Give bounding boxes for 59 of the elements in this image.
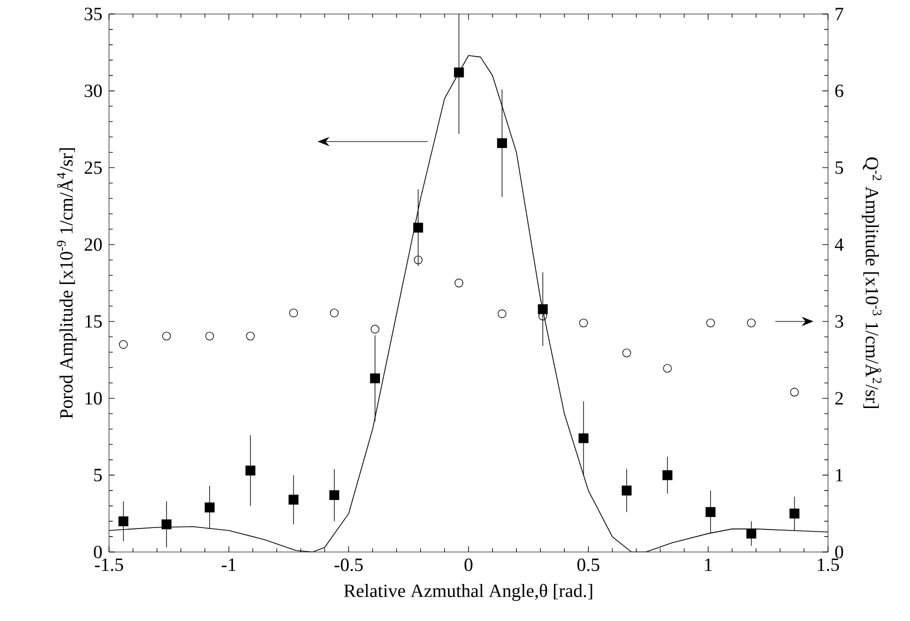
- point: [497, 138, 507, 148]
- point: [205, 332, 214, 340]
- point: [288, 494, 298, 505]
- y-axis-title: Porod Amplitude [x10$^{-9}$ 1/cm/Å$^{4}$/sr]: [56, 148, 76, 419]
- point: [413, 222, 424, 233]
- x-tick-label: 1: [705, 558, 712, 571]
- x-axis-title: Relative Azmuthal Angle,θ [rad.]: [344, 584, 592, 601]
- point: [663, 364, 672, 373]
- point: [454, 278, 464, 288]
- y-tick-label: 25: [84, 161, 102, 174]
- y2-tick-label: 6: [835, 84, 844, 98]
- y2-tick-label: 4: [834, 238, 844, 251]
- point: [204, 502, 215, 512]
- point: [118, 516, 128, 526]
- point: [370, 373, 380, 384]
- x-tick-label: -1.5: [94, 558, 124, 572]
- x-tick-label: 0: [464, 558, 472, 572]
- y2-tick-label: 7: [836, 8, 844, 20]
- y-tick-label: 10: [85, 392, 102, 405]
- y-tick-label: 0: [94, 546, 102, 558]
- point: [790, 388, 799, 396]
- point: [289, 308, 298, 318]
- point: [746, 528, 756, 538]
- point: [662, 470, 672, 480]
- point: [414, 256, 423, 264]
- x-tick-label: 0.5: [577, 558, 600, 572]
- y-tick-label: 5: [94, 468, 102, 482]
- point: [454, 67, 464, 78]
- point: [578, 433, 588, 444]
- y2-axis-title: Q$^{-2}$ Amplitude [x10$^{-3}$ 1/cm/Å$^{2}$/sr]: [862, 157, 882, 408]
- x-tick-label: -1: [222, 558, 236, 571]
- y2-tick-label: 1: [836, 468, 843, 482]
- point: [370, 324, 380, 334]
- y2-tick-label: 2: [835, 392, 843, 404]
- point: [538, 304, 548, 314]
- y2-tick-label: 3: [835, 315, 844, 328]
- y2-tick-label: 5: [836, 162, 844, 174]
- point: [162, 519, 172, 530]
- y-tick-label: 35: [84, 8, 102, 20]
- point: [246, 332, 255, 340]
- point: [579, 318, 588, 328]
- y-tick-label: 20: [84, 238, 102, 251]
- point: [330, 308, 339, 318]
- point: [706, 507, 716, 517]
- point: [498, 309, 506, 318]
- point: [622, 348, 632, 358]
- point: [119, 340, 128, 349]
- point: [622, 486, 632, 496]
- y-tick-label: 30: [84, 84, 102, 98]
- point: [746, 318, 756, 328]
- x-tick-label: -0.5: [334, 558, 363, 572]
- point: [790, 508, 800, 519]
- y2-tick-label: 0: [835, 546, 844, 558]
- point: [162, 332, 171, 340]
- point: [706, 318, 715, 328]
- y-tick-label: 15: [85, 315, 102, 328]
- point: [245, 466, 256, 476]
- x-tick-label: 1.5: [818, 558, 839, 572]
- point: [329, 490, 340, 500]
